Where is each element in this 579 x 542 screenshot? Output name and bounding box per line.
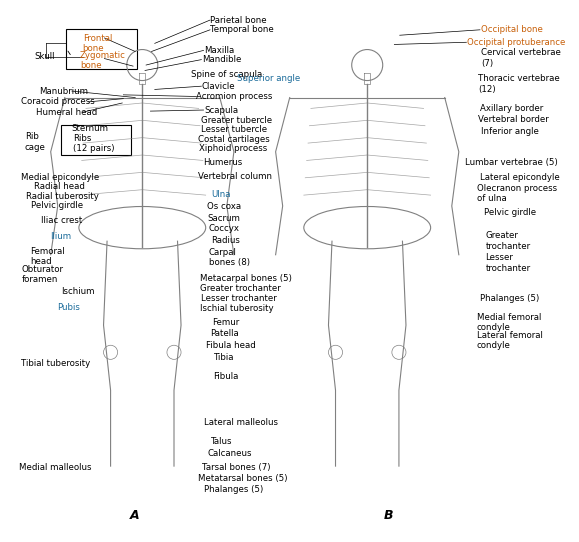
Text: B: B xyxy=(384,509,394,522)
Text: Ilium: Ilium xyxy=(50,232,71,241)
Text: Maxilla: Maxilla xyxy=(204,46,235,55)
Text: Greater
trochanter: Greater trochanter xyxy=(485,231,530,251)
Bar xyxy=(61,125,131,155)
Text: Patella: Patella xyxy=(210,329,239,338)
Text: Occipital bone: Occipital bone xyxy=(481,25,543,34)
Text: Vertebral border: Vertebral border xyxy=(478,115,549,124)
Text: Phalanges (5): Phalanges (5) xyxy=(204,486,263,494)
Text: Cervical vertebrae
(7): Cervical vertebrae (7) xyxy=(481,48,561,68)
Text: Pelvic girdle: Pelvic girdle xyxy=(31,202,83,210)
Text: Skull: Skull xyxy=(34,53,54,61)
Text: Rib
cage: Rib cage xyxy=(25,132,46,152)
Text: Fibula head: Fibula head xyxy=(206,341,255,350)
Text: Lesser trochanter: Lesser trochanter xyxy=(201,294,277,303)
Text: Medial femoral
condyle: Medial femoral condyle xyxy=(477,313,541,332)
Text: Coccyx: Coccyx xyxy=(209,224,240,233)
Text: Costal cartilages: Costal cartilages xyxy=(198,135,270,144)
Text: Metacarpal bones (5): Metacarpal bones (5) xyxy=(200,274,292,282)
Text: Lesser tubercle: Lesser tubercle xyxy=(201,125,267,134)
Text: Radial tuberosity: Radial tuberosity xyxy=(25,192,98,201)
Text: Ischium: Ischium xyxy=(61,287,94,296)
Text: Lateral femoral
condyle: Lateral femoral condyle xyxy=(477,331,543,350)
Text: Lateral epicondyle: Lateral epicondyle xyxy=(480,173,560,182)
Text: Phalanges (5): Phalanges (5) xyxy=(480,294,539,302)
Text: Medial malleolus: Medial malleolus xyxy=(19,463,91,472)
Text: Ischial tuberosity: Ischial tuberosity xyxy=(200,304,273,313)
Text: Humeral head: Humeral head xyxy=(35,108,97,117)
Text: Lumbar vertebrae (5): Lumbar vertebrae (5) xyxy=(465,158,558,167)
Text: Temporal bone: Temporal bone xyxy=(210,25,274,34)
Text: Tibial tuberosity: Tibial tuberosity xyxy=(21,359,91,367)
Text: Pubis: Pubis xyxy=(57,304,80,312)
Text: Obturator
foramen: Obturator foramen xyxy=(21,264,64,284)
Text: Mandible: Mandible xyxy=(202,55,241,64)
Text: Talus: Talus xyxy=(211,437,233,446)
Text: Inferior angle: Inferior angle xyxy=(481,127,539,136)
Text: Metatarsal bones (5): Metatarsal bones (5) xyxy=(197,474,287,483)
Text: Radius: Radius xyxy=(211,236,240,245)
Text: Pelvic girdle: Pelvic girdle xyxy=(483,208,536,217)
Text: Scapula: Scapula xyxy=(204,106,239,114)
Text: Ribs
(12 pairs): Ribs (12 pairs) xyxy=(74,134,115,153)
Text: Carpal
bones (8): Carpal bones (8) xyxy=(209,248,250,267)
Text: Occipital protuberance: Occipital protuberance xyxy=(467,38,566,47)
Text: Tarsal bones (7): Tarsal bones (7) xyxy=(202,463,270,472)
Text: Fibula: Fibula xyxy=(212,372,238,381)
Text: Zygomatic
bone: Zygomatic bone xyxy=(80,51,126,70)
Text: Medial epicondyle: Medial epicondyle xyxy=(21,173,100,182)
Text: Greater tubercle: Greater tubercle xyxy=(201,116,272,125)
Text: Sternum: Sternum xyxy=(72,124,109,133)
Text: Acromion process: Acromion process xyxy=(196,92,273,101)
Text: Manubrium: Manubrium xyxy=(39,87,89,95)
Text: Os coxa: Os coxa xyxy=(207,202,241,211)
Text: Calcaneus: Calcaneus xyxy=(208,449,252,458)
Text: Greater trochanter: Greater trochanter xyxy=(200,285,281,293)
Text: Xiphoid process: Xiphoid process xyxy=(199,144,267,153)
Text: Tibia: Tibia xyxy=(214,353,235,362)
Text: Lesser
trochanter: Lesser trochanter xyxy=(485,253,530,273)
Text: Humerus: Humerus xyxy=(204,158,243,167)
Text: Clavicle: Clavicle xyxy=(202,82,236,91)
Text: Femur: Femur xyxy=(212,318,240,327)
Text: Olecranon process
of ulna: Olecranon process of ulna xyxy=(477,184,557,203)
Text: Coracoid process: Coracoid process xyxy=(21,98,95,106)
Text: Ulna: Ulna xyxy=(212,190,231,199)
Text: Radial head: Radial head xyxy=(34,183,85,191)
Text: Sacrum: Sacrum xyxy=(208,214,241,223)
Text: Vertebral column: Vertebral column xyxy=(197,172,272,180)
Bar xyxy=(67,29,137,69)
Text: Superior angle: Superior angle xyxy=(237,74,301,83)
Text: A: A xyxy=(129,509,139,522)
Text: Parietal bone: Parietal bone xyxy=(210,16,267,24)
Text: Lateral malleolus: Lateral malleolus xyxy=(204,418,277,427)
Text: Thoracic vertebrae
(12): Thoracic vertebrae (12) xyxy=(478,74,560,94)
Text: Spine of scapula: Spine of scapula xyxy=(191,70,262,79)
Text: Frontal
bone: Frontal bone xyxy=(83,34,112,53)
Text: Axillary border: Axillary border xyxy=(480,104,543,113)
Text: Femoral
head: Femoral head xyxy=(30,247,65,266)
Text: Iliac crest: Iliac crest xyxy=(41,216,82,224)
